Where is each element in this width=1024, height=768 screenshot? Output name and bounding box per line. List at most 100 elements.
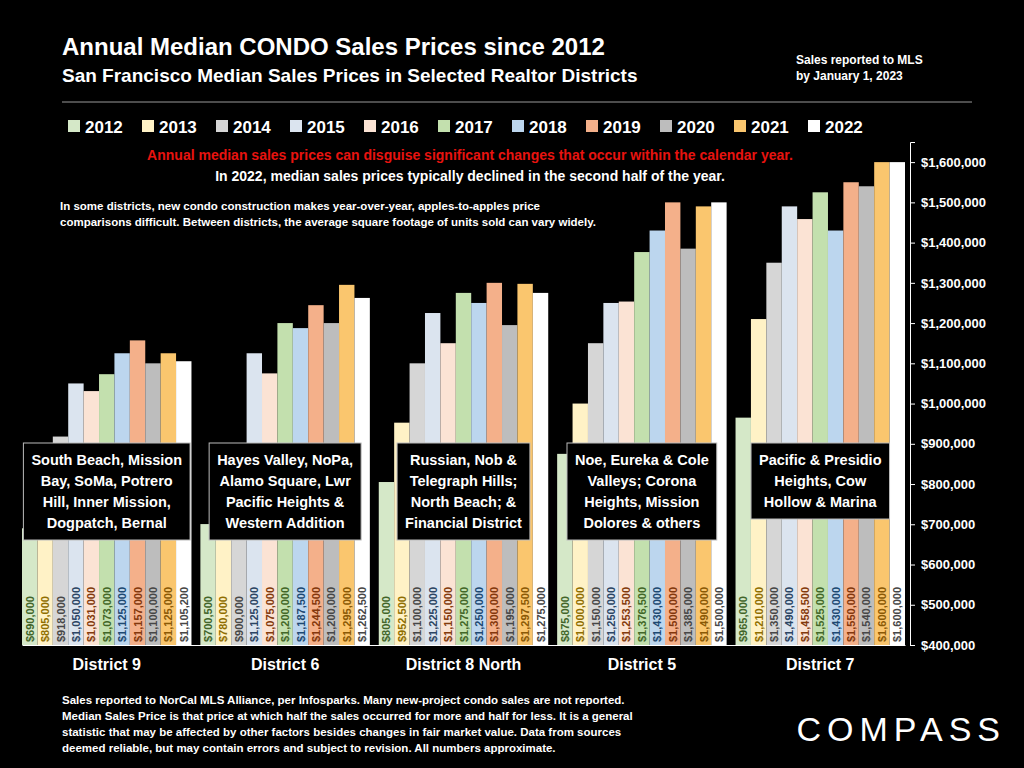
district-note: Financial District [405, 515, 522, 531]
legend-label: 2015 [307, 118, 345, 137]
data-label: $1,125,000 [162, 587, 174, 642]
y-tick: $1,100,000 [910, 356, 986, 371]
data-label: $1,297,500 [519, 587, 531, 642]
data-label: $780,000 [217, 596, 229, 642]
bar [22, 528, 37, 645]
y-tick-mark [910, 404, 915, 405]
y-tick-label: $1,600,000 [921, 155, 986, 170]
y-tick: $700,000 [910, 517, 975, 532]
bar [379, 482, 394, 645]
legend-swatch [364, 120, 376, 132]
y-axis-line [911, 143, 916, 646]
legend-label: 2022 [825, 118, 863, 137]
district-note: Noe, Eureka & Cole [575, 452, 709, 468]
data-label: $1,500,000 [713, 587, 725, 642]
data-label: $875,000 [559, 596, 571, 642]
y-tick-label: $400,000 [921, 638, 975, 653]
y-tick-label: $600,000 [921, 557, 975, 572]
legend-label: 2021 [751, 118, 789, 137]
bars [22, 162, 905, 645]
footnote: statistic that may be affected by other … [62, 726, 621, 738]
y-tick-mark [910, 444, 915, 445]
legend-label: 2017 [455, 118, 493, 137]
data-label: $1,300,000 [488, 587, 500, 642]
district-box-frame [397, 443, 530, 540]
bar [859, 186, 874, 645]
footnote: Median Sales Price is that price at whic… [62, 710, 633, 722]
bar [797, 219, 812, 645]
footnote: deemed reliable, but may contain errors … [62, 742, 556, 754]
data-label: $1,125,000 [248, 587, 260, 642]
data-label: $918,000 [55, 596, 67, 642]
data-label: $1,195,000 [504, 587, 516, 642]
district-note: Dogpatch, Bernal [47, 515, 167, 531]
district-note: Western Addition [225, 515, 344, 531]
data-label: $952,500 [396, 596, 408, 642]
data-label: $1,385,000 [682, 587, 694, 642]
legend-label: 2019 [603, 118, 641, 137]
legend-label: 2018 [529, 118, 567, 137]
note: Sales reported to MLS [796, 53, 923, 67]
data-label: $805,000 [39, 596, 51, 642]
legend: 2012201320142015201620172018201920202021… [68, 118, 863, 137]
district-note: Pacific Heights & [226, 494, 345, 510]
data-label: $1,225,000 [427, 587, 439, 642]
data-label: $1,157,000 [132, 587, 144, 642]
data-label: $1,500,000 [667, 587, 679, 642]
y-tick-mark [910, 162, 915, 163]
bar [650, 231, 665, 645]
legend-label: 2012 [85, 118, 123, 137]
district-box-frame [23, 443, 190, 540]
y-tick-mark [910, 363, 915, 364]
legend-swatch [512, 120, 524, 132]
data-label: $1,376,500 [636, 587, 648, 642]
data-label: $1,430,000 [651, 587, 663, 642]
legend-swatch [216, 120, 228, 132]
y-tick-label: $500,000 [921, 597, 975, 612]
y-tick: $500,000 [910, 597, 975, 612]
y-tick-label: $1,300,000 [921, 276, 986, 291]
y-tick: $1,000,000 [910, 396, 986, 411]
y-tick-mark [910, 283, 915, 284]
district-box: Pacific & PresidioHeights, CowHollow & M… [751, 443, 890, 519]
y-tick-mark [910, 524, 915, 525]
legend-swatch [68, 120, 80, 132]
data-label: $1,073,000 [101, 587, 113, 642]
brand: COMPASS [796, 710, 1006, 748]
x-tick: District 8 North [406, 645, 522, 673]
y-tick: $1,300,000 [910, 276, 986, 291]
y-tick-label: $1,200,000 [921, 316, 986, 331]
data-label: $1,490,000 [783, 587, 795, 642]
x-tick: District 7 [786, 645, 855, 673]
legend-label: 2013 [159, 118, 197, 137]
district-note: Hollow & Marina [764, 494, 878, 510]
y-tick-label: $700,000 [921, 517, 975, 532]
y-tick: $1,500,000 [910, 195, 986, 210]
legend-swatch [734, 120, 746, 132]
district-note: Alamo Square, Lwr [219, 473, 351, 489]
legend-label: 2014 [233, 118, 271, 137]
district-boxes: South Beach, MissionBay, SoMa, PotreroHi… [23, 443, 889, 540]
district-box: South Beach, MissionBay, SoMa, PotreroHi… [23, 443, 190, 540]
district-note: Hill, Inner Mission, [43, 494, 171, 510]
x-tick-label: District 6 [251, 656, 320, 673]
district-box-frame [567, 443, 717, 540]
y-tick: $600,000 [910, 557, 975, 572]
data-label: $1,100,000 [411, 587, 423, 642]
legend-label: 2016 [381, 118, 419, 137]
data-label: $690,000 [24, 596, 36, 642]
bar [200, 524, 215, 645]
data-label: $1,600,000 [876, 587, 888, 642]
data-label: $1,262,500 [356, 587, 368, 642]
data-label: $1,187,500 [295, 587, 307, 642]
y-tick-mark [910, 323, 915, 324]
data-label: $1,125,000 [116, 587, 128, 642]
district-note: Pacific & Presidio [759, 452, 882, 468]
y-tick-label: $900,000 [921, 436, 975, 451]
data-label: $1,200,000 [279, 587, 291, 642]
district-box: Hayes Valley, NoPa, Alamo Square, Lwr Paci… [209, 443, 361, 540]
district-note: Hayes Valley, NoPa, [217, 452, 353, 468]
note: by January 1, 2023 [796, 69, 903, 83]
district-box: Russian, Nob &Telegraph Hills;North Beac… [397, 443, 530, 540]
data-label: $1,031,000 [85, 587, 97, 642]
